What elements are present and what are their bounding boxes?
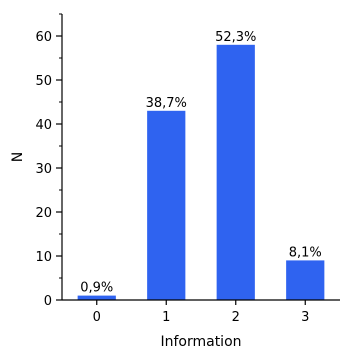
x-tick-label-2: 2 bbox=[232, 310, 240, 325]
y-axis-title: N bbox=[10, 152, 26, 162]
y-tick-label: 30 bbox=[35, 162, 52, 177]
axes bbox=[61, 14, 340, 301]
bar-3 bbox=[286, 260, 325, 300]
data-label-2: 52,3% bbox=[215, 30, 256, 45]
data-label-1: 38,7% bbox=[146, 96, 187, 111]
x-tick-label-0: 0 bbox=[93, 310, 101, 325]
y-tick-label: 50 bbox=[35, 74, 52, 89]
x-axis-title: Information bbox=[160, 334, 241, 350]
data-labels: 0,9% 38,7% 52,3% 8,1% bbox=[80, 30, 322, 296]
bar-0 bbox=[77, 295, 116, 300]
bars bbox=[77, 44, 325, 300]
y-tick-label: 60 bbox=[35, 30, 52, 45]
data-label-3: 8,1% bbox=[289, 245, 322, 260]
bar-2 bbox=[216, 44, 255, 300]
y-major-ticks: 0 10 20 30 40 50 60 bbox=[35, 30, 62, 309]
bar-1 bbox=[147, 110, 186, 300]
y-tick-label: 40 bbox=[35, 118, 52, 133]
y-tick-label: 10 bbox=[35, 250, 52, 265]
x-ticks: 0 1 2 3 bbox=[93, 300, 309, 325]
x-tick-label-3: 3 bbox=[301, 310, 309, 325]
y-tick-label: 20 bbox=[35, 206, 52, 221]
y-tick-label: 0 bbox=[44, 294, 52, 309]
x-tick-label-1: 1 bbox=[162, 310, 170, 325]
data-label-0: 0,9% bbox=[80, 281, 113, 296]
